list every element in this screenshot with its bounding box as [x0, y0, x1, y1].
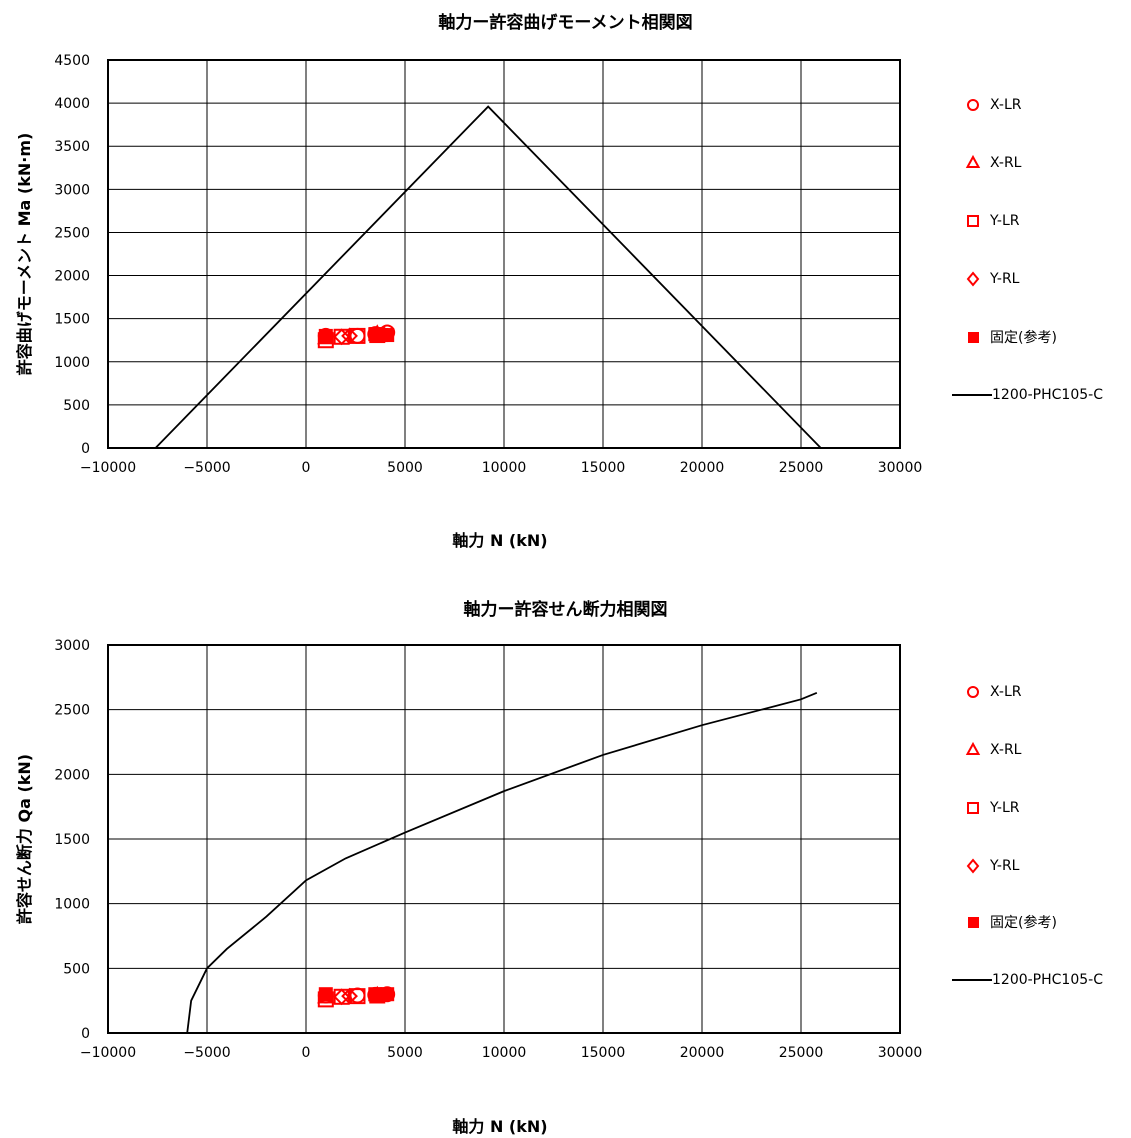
- chart1-x-axis-label: 軸力 N (kN): [452, 531, 548, 550]
- data-point-diamond-open: [341, 987, 358, 1005]
- data-point-square-filled: [318, 328, 333, 343]
- legend-label: X-LR: [990, 684, 1022, 700]
- data-point-square-filled: [380, 328, 395, 343]
- circle-icon: [967, 99, 979, 111]
- x-tick-label: 20000: [680, 1045, 725, 1061]
- triangle-icon: [965, 741, 981, 755]
- legend-label: Y-RL: [990, 858, 1020, 874]
- x-tick-label: 10000: [482, 460, 527, 476]
- x-tick-label: 0: [302, 460, 311, 476]
- y-tick-label: 1500: [54, 832, 90, 848]
- square-icon: [967, 802, 979, 814]
- legend-label: 固定(参考): [990, 330, 1057, 346]
- x-tick-label: 15000: [581, 460, 626, 476]
- y-tick-label: 3000: [54, 182, 90, 198]
- chart2-legend-item: 1200-PHC105-C: [952, 970, 1103, 990]
- x-tick-label: −5000: [183, 460, 230, 476]
- y-tick-label: 1000: [54, 355, 90, 371]
- chart1-legend-item: 1200-PHC105-C: [952, 385, 1103, 405]
- chart1-legend-item: X-RL: [960, 153, 1021, 173]
- chart2-plot: −10000 −5000 0 5000 10000 15000 20000 25000 3000…: [15, 638, 923, 1061]
- marker-series: [318, 327, 395, 343]
- x-tick-label: 20000: [680, 460, 725, 476]
- legend-label: X-RL: [990, 155, 1022, 171]
- y-tick-label: 4000: [54, 96, 90, 112]
- y-tick-label: 1500: [54, 312, 90, 328]
- chart1-legend-item: X-LR: [960, 95, 1021, 115]
- chart2-legend-item: Y-RL: [960, 856, 1019, 876]
- chart2-legend-item: Y-LR: [960, 798, 1019, 818]
- data-point-diamond-open: [341, 327, 358, 345]
- y-tick-label: 2000: [54, 767, 90, 783]
- chart2-legend-item: X-LR: [960, 682, 1021, 702]
- chart2-legend-item: 固定(参考): [960, 912, 1057, 932]
- marker-series: [333, 327, 358, 346]
- x-tick-label: 25000: [779, 460, 824, 476]
- legend-label: 1200-PHC105-C: [992, 972, 1103, 988]
- x-tick-label: −5000: [183, 1045, 230, 1061]
- series-line: [186, 692, 818, 1034]
- y-tick-label: 3500: [54, 139, 90, 155]
- data-point-diamond-open: [333, 328, 351, 346]
- y-tick-label: 2500: [54, 703, 90, 719]
- legend-label: Y-LR: [990, 213, 1020, 229]
- x-tick-label: 15000: [581, 1045, 626, 1061]
- y-axis-label: 許容曲げモーメント Ma (kN·m): [15, 133, 34, 376]
- x-tick-label: 30000: [878, 460, 923, 476]
- chart1-plot: −10000 −5000 0 5000 10000 15000 20000 25000 3000…: [15, 53, 923, 476]
- x-tick-label: 5000: [387, 1045, 423, 1061]
- chart2-legend-item: X-RL: [960, 740, 1021, 760]
- y-tick-label: 4500: [54, 53, 90, 69]
- diamond-icon: [966, 858, 980, 874]
- chart1-title: 軸力ー許容曲げモーメント相関図: [438, 13, 693, 33]
- chart1-legend-item: 固定(参考): [960, 327, 1057, 347]
- chart2-title: 軸力ー許容せん断力相関図: [463, 600, 668, 620]
- y-tick-label: 0: [81, 1026, 90, 1042]
- y-tick-label: 2000: [54, 269, 90, 285]
- marker-series: [333, 987, 358, 1006]
- y-tick-label: 3000: [54, 638, 90, 654]
- chart2-x-axis-label: 軸力 N (kN): [452, 1117, 548, 1136]
- diamond-icon: [966, 271, 980, 287]
- legend-label: 固定(参考): [990, 915, 1057, 931]
- line-icon: [952, 979, 992, 981]
- plot-frame: [107, 644, 901, 1034]
- series-line: [154, 105, 822, 449]
- legend-label: X-RL: [990, 742, 1022, 758]
- chart1-legend-item: Y-LR: [960, 211, 1019, 231]
- x-tick-label: −10000: [80, 1045, 136, 1061]
- circle-icon: [967, 686, 979, 698]
- y-tick-label: 1000: [54, 897, 90, 913]
- x-tick-label: 25000: [779, 1045, 824, 1061]
- chart1-legend-item: Y-RL: [960, 269, 1019, 289]
- data-point-diamond-open: [333, 988, 351, 1006]
- legend-label: Y-LR: [990, 800, 1020, 816]
- legend-label: Y-RL: [990, 271, 1020, 287]
- line-icon: [952, 394, 992, 396]
- y-tick-label: 2500: [54, 225, 90, 241]
- marker-series: [318, 987, 395, 1002]
- y-tick-label: 500: [63, 398, 90, 414]
- triangle-icon: [965, 154, 981, 168]
- x-tick-label: 5000: [387, 460, 423, 476]
- y-axis-label: 許容せん断力 Qa (kN): [15, 754, 34, 924]
- legend-label: 1200-PHC105-C: [992, 387, 1103, 403]
- plot-frame: [107, 59, 901, 449]
- data-point-square-filled: [318, 987, 333, 1002]
- square-icon: [967, 215, 979, 227]
- x-tick-label: −10000: [80, 460, 136, 476]
- data-point-square-open: [349, 327, 366, 344]
- data-point-square-open: [349, 988, 366, 1005]
- filled-square-icon: [968, 332, 979, 343]
- filled-square-icon: [968, 917, 979, 928]
- y-tick-label: 500: [63, 961, 90, 977]
- x-tick-label: 10000: [482, 1045, 527, 1061]
- y-tick-label: 0: [81, 441, 90, 457]
- x-tick-label: 30000: [878, 1045, 923, 1061]
- x-tick-label: 0: [302, 1045, 311, 1061]
- data-point-square-filled: [380, 987, 395, 1002]
- legend-label: X-LR: [990, 97, 1022, 113]
